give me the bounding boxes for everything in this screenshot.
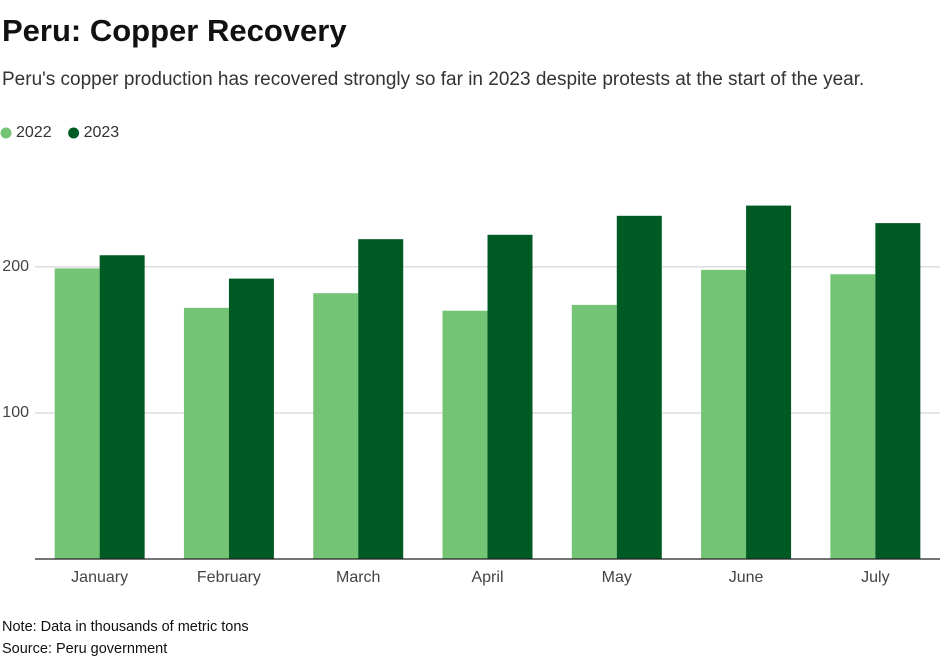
x-tick-label: June (729, 569, 764, 586)
chart-subtitle: Peru's copper production has recovered s… (2, 69, 864, 90)
x-tick-label: April (471, 569, 503, 586)
x-tick-label: May (602, 569, 632, 586)
y-tick-label: 100 (2, 404, 29, 421)
bar (442, 310, 488, 559)
bar (487, 234, 533, 560)
bar (616, 215, 662, 559)
bar (358, 239, 404, 559)
x-tick-label: July (861, 569, 889, 586)
source: Source: Peru government (2, 641, 167, 657)
x-tick-label: January (71, 569, 128, 586)
legend-label: 2022 (16, 124, 52, 141)
x-tick-label: March (336, 569, 380, 586)
legend-label: 2023 (84, 124, 120, 141)
note: Note: Data in thousands of metric tons (2, 619, 249, 635)
x-tick-label: February (197, 569, 261, 586)
bar (183, 307, 229, 559)
chart-title: Peru: Copper Recovery (2, 13, 347, 48)
bar (99, 255, 145, 559)
legend-marker (68, 127, 80, 139)
bar (746, 205, 792, 559)
bar (571, 304, 617, 559)
bar (313, 293, 359, 559)
legend-marker (0, 127, 12, 139)
bar (701, 269, 747, 559)
bar (875, 223, 921, 559)
bar (228, 278, 274, 559)
y-tick-label: 200 (2, 258, 29, 275)
bar (54, 268, 100, 559)
bar (830, 274, 876, 559)
